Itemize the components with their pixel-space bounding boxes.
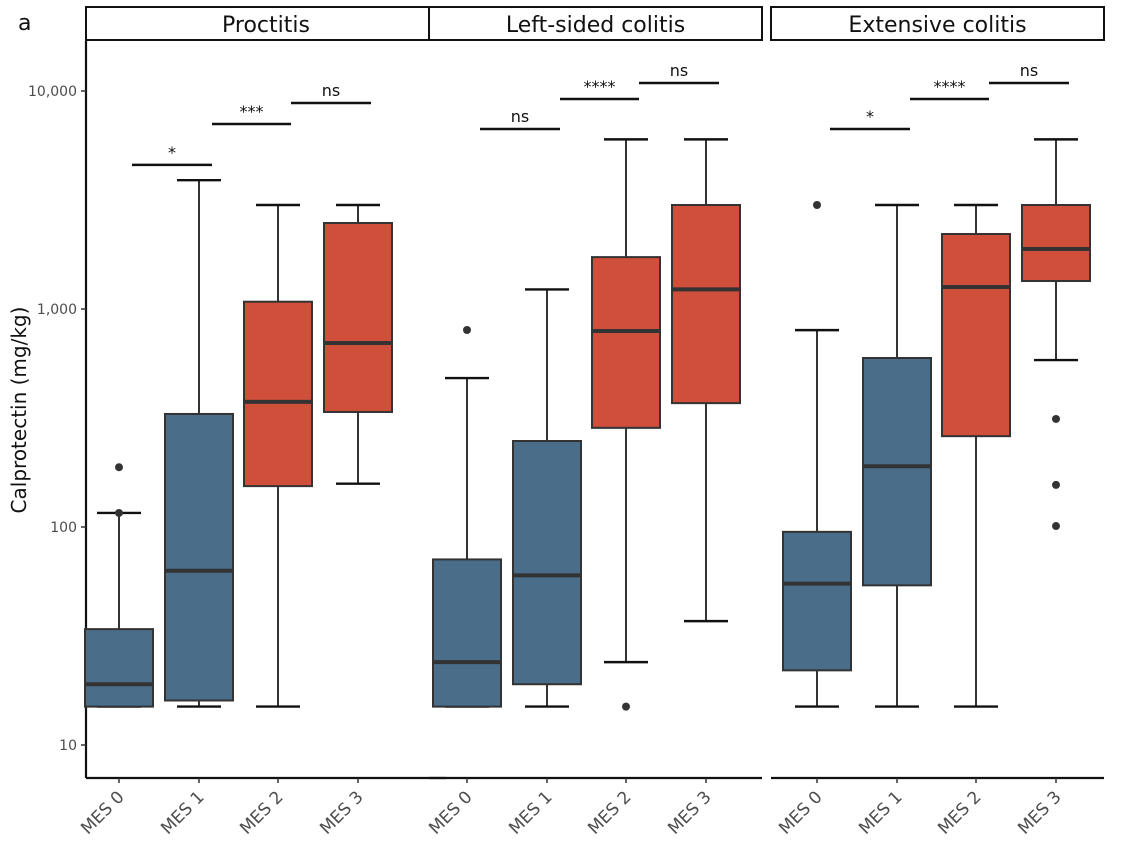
box-mes3: MES 3 xyxy=(1014,138,1091,839)
iqr-box xyxy=(243,300,313,488)
significance-comparison: **** xyxy=(560,77,639,101)
facet-strip-title: Extensive colitis xyxy=(848,13,1026,38)
y-tick-label: 10,000 xyxy=(28,84,77,100)
x-tick-label: MES 1 xyxy=(855,787,906,838)
figure-panel-letter: a xyxy=(18,11,31,36)
significance-label: * xyxy=(866,107,874,126)
box-mes2: MES 2 xyxy=(236,203,313,839)
facet-strip-title: Left-sided colitis xyxy=(506,13,685,38)
box-mes0: MES 0 xyxy=(77,463,154,839)
axes-layer: 10 100 1,000 10,000 xyxy=(28,41,88,778)
y-tick-label: 10 xyxy=(59,738,77,754)
facet-strip-title: Proctitis xyxy=(222,13,310,38)
significance-label: * xyxy=(168,143,176,162)
outlier-point xyxy=(1052,522,1060,531)
facet-panel-2: Left-sided colitis MES 0 MES 1 MES 2 MES 3 ns… xyxy=(425,6,763,839)
facet-strip xyxy=(428,6,763,41)
x-tick-label: MES 0 xyxy=(775,787,826,838)
x-tick-label: MES 0 xyxy=(425,787,476,838)
significance-label: **** xyxy=(934,77,966,96)
iqr-box xyxy=(323,222,393,413)
significance-comparison: ns xyxy=(480,107,560,131)
y-tick-label: 1,000 xyxy=(37,302,77,318)
outlier-point xyxy=(463,326,471,335)
iqr-box xyxy=(941,233,1011,438)
significance-label: ns xyxy=(322,81,340,100)
outlier-point xyxy=(1052,414,1060,423)
box-mes3: MES 3 xyxy=(664,138,741,839)
outlier-point xyxy=(115,463,123,472)
iqr-box xyxy=(512,440,582,686)
y-axis-label: Calprotectin (mg/kg) xyxy=(7,307,31,514)
box-mes2: MES 2 xyxy=(584,138,661,839)
box-mes3: MES 3 xyxy=(316,203,393,839)
x-tick-label: MES 3 xyxy=(1014,787,1065,838)
x-tick-label: MES 1 xyxy=(157,787,208,838)
iqr-box xyxy=(84,628,154,708)
significance-comparison: ns xyxy=(639,61,719,85)
x-tick-label: MES 1 xyxy=(505,787,556,838)
outlier-point xyxy=(622,702,630,711)
x-tick-label: MES 3 xyxy=(664,787,715,838)
iqr-box xyxy=(591,256,661,429)
significance-label: **** xyxy=(584,77,616,96)
iqr-box xyxy=(862,356,932,587)
significance-comparison: ns xyxy=(291,81,371,105)
box-mes1: MES 1 xyxy=(157,178,234,839)
facet-strip xyxy=(770,6,1105,41)
outlier-point xyxy=(115,508,123,517)
significance-comparison: ns xyxy=(989,61,1069,85)
x-tick-label: MES 2 xyxy=(934,787,985,838)
x-tick-label: MES 3 xyxy=(316,787,367,838)
box-mes0: MES 0 xyxy=(775,200,852,839)
significance-comparison: **** xyxy=(910,77,989,101)
iqr-box xyxy=(671,203,741,405)
significance-label: ns xyxy=(670,61,688,80)
outlier-point xyxy=(813,200,821,209)
iqr-box xyxy=(1021,203,1091,283)
significance-label: ns xyxy=(1020,61,1038,80)
x-tick-label: MES 0 xyxy=(77,787,128,838)
box-mes1: MES 1 xyxy=(505,288,582,839)
outlier-point xyxy=(1052,480,1060,489)
iqr-box xyxy=(432,558,502,708)
x-tick-label: MES 2 xyxy=(236,787,287,838)
iqr-box xyxy=(164,412,234,702)
x-tick-label: MES 2 xyxy=(584,787,635,838)
significance-label: *** xyxy=(240,102,264,121)
box-mes0: MES 0 xyxy=(425,326,502,839)
y-tick-label: 100 xyxy=(50,520,77,536)
significance-label: ns xyxy=(511,107,529,126)
box-mes2: MES 2 xyxy=(934,203,1011,839)
box-mes1: MES 1 xyxy=(855,203,932,839)
significance-comparison: * xyxy=(132,143,212,167)
significance-comparison: *** xyxy=(212,102,291,126)
significance-comparison: * xyxy=(830,107,910,131)
iqr-box xyxy=(782,530,852,672)
